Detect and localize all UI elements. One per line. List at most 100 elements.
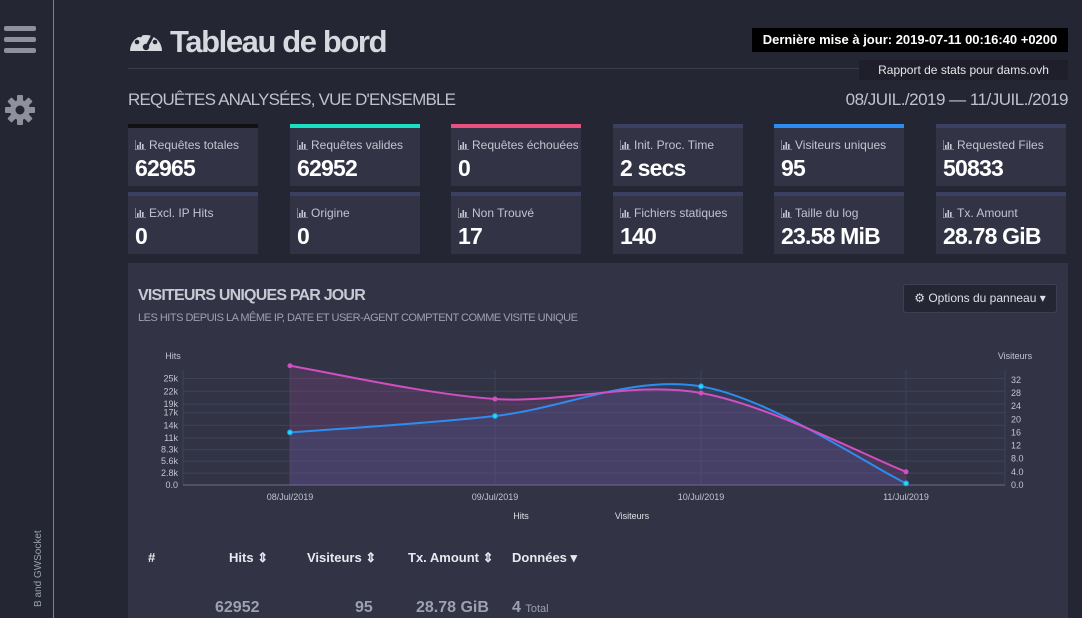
x-tick: 10/Jul/2019 xyxy=(678,492,725,502)
bar-chart-icon xyxy=(297,208,308,218)
tile-failed-requests: Requêtes échouées 0 xyxy=(451,124,581,186)
bar-chart-icon xyxy=(943,208,954,218)
col-header-hits[interactable]: Hits ⇕ xyxy=(229,550,269,565)
col-header-data[interactable]: Données ▾ xyxy=(512,550,578,565)
x-tick: 08/Jul/2019 xyxy=(267,492,314,502)
bar-chart-icon xyxy=(620,140,631,150)
sidebar-footer-text: B and GWSocket xyxy=(33,530,44,607)
visitors-point xyxy=(903,480,909,487)
bar-chart-icon xyxy=(781,208,792,218)
unique-visitors-panel: VISITEURS UNIQUES PAR JOUR LES HITS DEPU… xyxy=(128,263,1068,618)
panel-title: VISITEURS UNIQUES PAR JOUR xyxy=(138,287,366,304)
hits-point xyxy=(287,363,293,369)
sidebar-footer: B and GWSocket xyxy=(33,530,49,618)
tile-value: 17 xyxy=(458,223,483,249)
tile-tx-amount: Tx. Amount 28.78 GiB xyxy=(936,192,1066,254)
legend-hits: Hits xyxy=(513,511,529,521)
y-left-tick: 11k xyxy=(164,433,178,443)
bar-chart-icon xyxy=(781,140,792,150)
tile-label: Origine xyxy=(297,206,417,220)
tile-value: 62965 xyxy=(135,155,196,181)
visitors-point xyxy=(492,413,498,419)
bar-chart-icon xyxy=(458,208,469,218)
tile-init-proc-time: Init. Proc. Time 2 secs xyxy=(613,124,743,186)
tile-value: 0 xyxy=(135,223,148,249)
tile-static-files: Fichiers statiques 140 xyxy=(613,192,743,254)
legend-visitors: Visiteurs xyxy=(615,511,650,521)
tile-value: 50833 xyxy=(943,155,1004,181)
tile-label: Fichiers statiques xyxy=(620,206,740,220)
panel-subtitle: LES HITS DEPUIS LA MÊME IP, DATE ET USER… xyxy=(138,312,578,324)
y-right-tick: 4.0 xyxy=(1011,467,1024,477)
y-left-tick: 19k xyxy=(163,399,178,409)
sort-icon: ⇕ xyxy=(365,550,377,565)
y-right-tick: 8.0 xyxy=(1011,454,1024,464)
y-left-axis-title: Hits xyxy=(165,351,181,361)
caret-down-icon: ▾ xyxy=(570,550,578,565)
tile-label: Visiteurs uniques xyxy=(781,138,901,152)
bar-chart-icon xyxy=(458,140,469,150)
y-right-tick: 32 xyxy=(1011,375,1021,385)
tile-label: Tx. Amount xyxy=(943,206,1063,220)
tile-excluded-ip-hits: Excl. IP Hits 0 xyxy=(128,192,258,254)
tile-value: 0 xyxy=(297,223,310,249)
y-right-tick: 16 xyxy=(1011,427,1021,437)
hits-point xyxy=(903,469,909,475)
y-left-tick: 2.8k xyxy=(161,468,179,478)
sidebar: B and GWSocket xyxy=(0,0,54,618)
tile-referrers: Origine 0 xyxy=(290,192,420,254)
gear-icon[interactable] xyxy=(4,94,36,126)
divider xyxy=(128,68,1068,69)
report-for-badge: Rapport de stats pour dams.ovh xyxy=(859,60,1068,80)
total-data-count: 4 xyxy=(512,599,521,616)
last-updated-badge: Dernière mise à jour: 2019-07-11 00:16:4… xyxy=(752,28,1068,52)
tile-label: Taille du log xyxy=(781,206,901,220)
page-title: Tableau de bord xyxy=(170,24,388,59)
tile-label: Requested Files xyxy=(943,138,1063,152)
tile-value: 95 xyxy=(781,155,806,181)
sort-icon: ⇕ xyxy=(257,550,269,565)
hits-point xyxy=(492,396,498,402)
dashboard-gauge-icon xyxy=(128,25,164,60)
visitors-point xyxy=(698,383,704,390)
tile-value: 62952 xyxy=(297,155,358,181)
gear-icon: ⚙ xyxy=(914,291,925,305)
hits-area xyxy=(290,365,906,485)
tile-unique-visitors: Visiteurs uniques 95 xyxy=(774,124,904,186)
col-header-tx-amount[interactable]: Tx. Amount ⇕ xyxy=(408,550,494,565)
visitors-area xyxy=(290,384,906,485)
hits-line xyxy=(289,364,907,473)
total-data-suffix: Total xyxy=(525,603,549,615)
col-header-visitors[interactable]: Visiteurs ⇕ xyxy=(307,550,377,565)
tile-value: 140 xyxy=(620,223,657,249)
y-right-tick: 28 xyxy=(1011,388,1021,398)
visitors-chart: Hits Visiteurs 0.0 2.8k 5.6k8.3k 11k 14k 17k19k… xyxy=(161,351,1033,521)
tile-not-found: Non Trouvé 17 xyxy=(451,192,581,254)
tile-value: 2 secs xyxy=(620,155,686,181)
caret-down-icon: ▾ xyxy=(1039,291,1046,305)
hamburger-menu-icon[interactable] xyxy=(4,24,36,56)
y-right-tick: 0.0 xyxy=(1011,480,1024,490)
tile-label: Requêtes valides xyxy=(297,138,417,152)
panel-options-button[interactable]: ⚙ Options du panneau ▾ xyxy=(903,284,1057,313)
y-left-tick: 17k xyxy=(163,408,178,418)
total-data: 4 Total xyxy=(512,599,549,617)
bar-chart-icon xyxy=(135,208,146,218)
sort-icon: ⇕ xyxy=(482,550,494,565)
total-hits: 62952 xyxy=(215,599,260,616)
panel-options-label: Options du panneau xyxy=(928,291,1037,305)
tile-label: Non Trouvé xyxy=(458,206,578,220)
tile-label: Init. Proc. Time xyxy=(620,138,740,152)
hits-point xyxy=(698,390,704,396)
bar-chart-icon xyxy=(297,140,308,150)
tile-value: 23.58 MiB xyxy=(781,223,881,249)
tile-log-size: Taille du log 23.58 MiB xyxy=(774,192,904,254)
overview-title: REQUÊTES ANALYSÉES, VUE D'ENSEMBLE xyxy=(128,90,456,109)
y-right-axis-title: Visiteurs xyxy=(998,351,1033,361)
date-range: 08/JUIL./2019 — 11/JUIL./2019 xyxy=(845,90,1069,109)
y-left-tick: 22k xyxy=(163,386,178,396)
x-tick: 11/Jul/2019 xyxy=(883,492,929,502)
tile-value: 0 xyxy=(458,155,471,181)
bar-chart-icon xyxy=(943,140,954,150)
tile-requested-files: Requested Files 50833 xyxy=(936,124,1066,186)
